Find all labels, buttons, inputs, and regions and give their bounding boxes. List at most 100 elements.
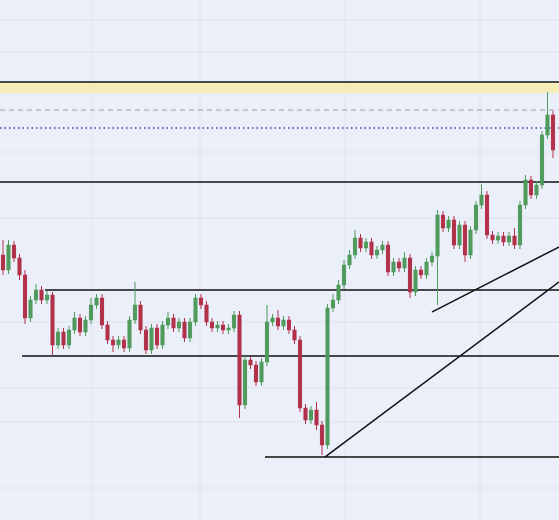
candle-body [127, 319, 132, 349]
candle-body [231, 314, 237, 329]
candle-body [303, 407, 308, 421]
candle-body [341, 264, 347, 286]
candle-body [523, 179, 528, 206]
candle-body [380, 244, 385, 251]
zone-band [0, 82, 559, 93]
candle-body [413, 269, 418, 293]
candle-body [358, 237, 363, 249]
candle-body [545, 114, 550, 136]
candle-body [484, 194, 490, 236]
candle-body [11, 244, 17, 259]
candle-body [105, 324, 110, 341]
candle-body [275, 317, 281, 327]
candle-body [435, 214, 440, 257]
candle-body [539, 134, 545, 186]
candle-body [209, 321, 215, 329]
candle-body [154, 327, 160, 346]
candle-body [517, 204, 523, 246]
candle-body [121, 339, 127, 349]
candle-body [39, 289, 44, 301]
candle-body [440, 214, 446, 229]
candle-body [0, 254, 6, 271]
candle-body [187, 321, 193, 339]
candle-body [171, 317, 176, 329]
candle-body [506, 235, 512, 243]
trend-line [324, 281, 559, 458]
candle-body [264, 321, 270, 363]
candle-body [176, 321, 182, 329]
candle-body [204, 304, 209, 323]
candles [0, 92, 556, 455]
candle-body [292, 329, 297, 341]
candle-body [94, 297, 99, 306]
candle-body [50, 294, 55, 346]
candle-body [550, 114, 556, 151]
candle-body [66, 329, 72, 346]
candle-body [429, 255, 435, 263]
candle-body [88, 304, 94, 321]
candle-body [424, 261, 429, 276]
candle-body [44, 294, 50, 301]
candle-body [17, 257, 22, 276]
candle-body [512, 235, 517, 246]
candle-body [132, 304, 138, 321]
candle-body [451, 219, 457, 246]
candle-body [391, 261, 396, 273]
candle-body [314, 409, 319, 426]
candle-body [325, 307, 330, 446]
candle-body [259, 361, 264, 383]
candle-body [281, 319, 286, 327]
candle-body [149, 327, 154, 351]
candle-body [248, 359, 253, 366]
candle-body [182, 321, 187, 339]
candle-body [215, 324, 220, 329]
candle-body [116, 339, 121, 346]
candle-body [446, 219, 451, 229]
candle-body [253, 364, 259, 383]
candle-body [352, 237, 358, 256]
candle-body [374, 249, 380, 256]
candle-body [160, 324, 165, 346]
candle-body [407, 257, 413, 293]
candle-body [165, 317, 171, 326]
candle-body [286, 319, 292, 331]
candle-body [457, 224, 462, 246]
candle-body [319, 424, 325, 446]
candle-body [28, 299, 33, 319]
candle-body [418, 269, 424, 276]
candle-body [270, 317, 275, 323]
candle-body [297, 339, 303, 409]
candle-body [22, 274, 28, 319]
trend-line [431, 246, 559, 313]
candle-body [193, 297, 198, 323]
candle-body [83, 319, 88, 333]
candle-body [501, 235, 506, 243]
candle-body [226, 327, 231, 331]
candle-body [77, 317, 83, 333]
candle-body [143, 329, 149, 351]
candle-body [99, 297, 105, 326]
candle-body [385, 244, 391, 273]
candle-body [347, 254, 352, 266]
candle-body [55, 331, 61, 346]
candle-body [396, 261, 402, 269]
candle-body [468, 229, 473, 256]
candle-body [308, 409, 314, 421]
candle-body [6, 244, 11, 271]
candle-body [490, 234, 495, 241]
candle-body [369, 241, 374, 256]
candle-body [242, 359, 248, 406]
candle-body [220, 324, 226, 331]
candle-body [495, 235, 501, 241]
candle-body [61, 331, 66, 346]
candle-body [33, 289, 39, 301]
candle-body [473, 204, 479, 231]
candle-body [402, 257, 407, 269]
candle-body [534, 184, 539, 196]
candle-body [363, 241, 369, 249]
candle-body [198, 297, 204, 306]
candle-body [336, 284, 341, 301]
candle-body [72, 317, 77, 331]
